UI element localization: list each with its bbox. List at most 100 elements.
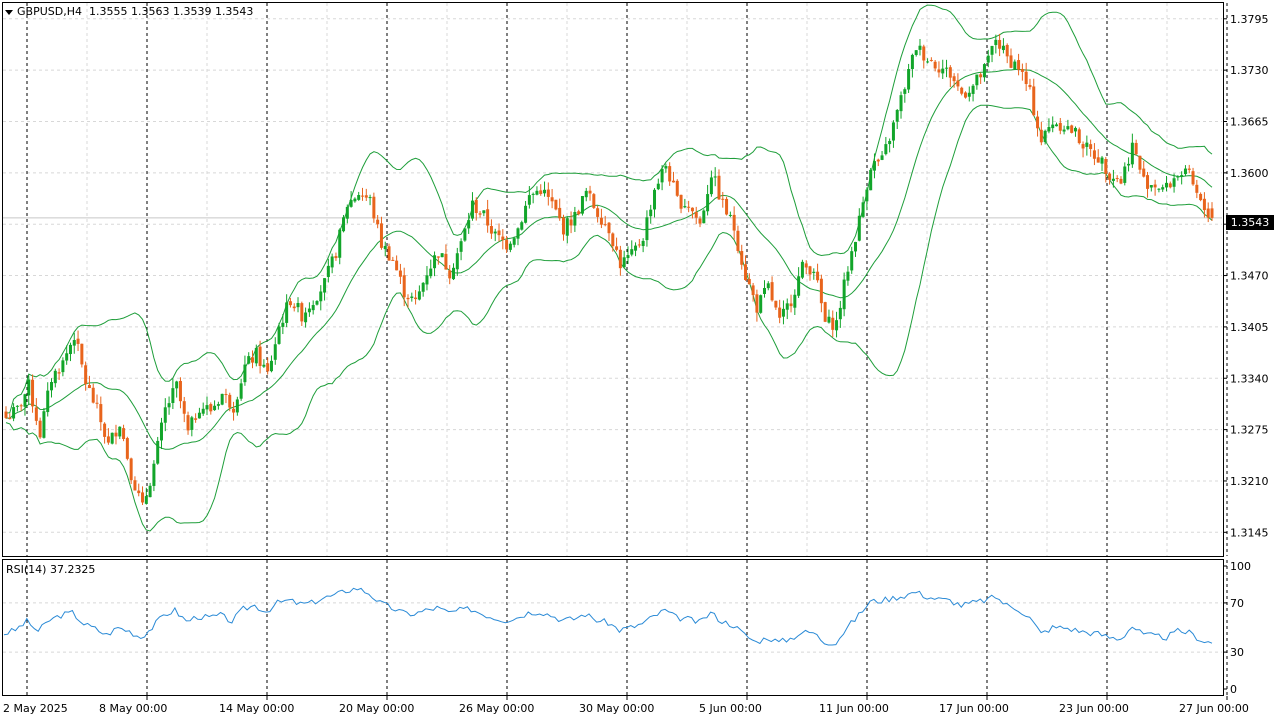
candle-body[interactable] [903,89,907,94]
candle-body[interactable] [603,224,607,226]
candle-body[interactable] [8,418,12,420]
candle-body[interactable] [345,206,349,219]
candle-body[interactable] [952,76,956,82]
candle-body[interactable] [1089,144,1093,150]
candle-body[interactable] [482,210,486,214]
candle-body[interactable] [835,320,839,331]
candle-body[interactable] [1161,187,1165,190]
candle-body[interactable] [1176,176,1180,178]
candle-body[interactable] [486,209,490,226]
candle-body[interactable] [110,432,114,444]
candle-body[interactable] [1058,122,1062,131]
candle-body[interactable] [175,381,179,389]
candle-body[interactable] [1183,168,1187,175]
candle-body[interactable] [395,260,399,271]
candle-body[interactable] [1153,184,1157,188]
candle-body[interactable] [960,87,964,94]
candle-body[interactable] [1206,208,1210,218]
candle-body[interactable] [512,238,516,245]
candle-body[interactable] [740,251,744,265]
candle-body[interactable] [281,322,285,327]
candle-body[interactable] [95,402,99,404]
candle-body[interactable] [1009,55,1013,68]
candle-body[interactable] [1210,208,1214,218]
candle-body[interactable] [994,39,998,46]
candle-body[interactable] [251,357,255,363]
candle-body[interactable] [1100,157,1104,164]
candle-body[interactable] [1073,127,1077,132]
candle-body[interactable] [186,415,190,431]
candle-body[interactable] [831,317,835,330]
candle-body[interactable] [224,394,228,396]
candle-body[interactable] [550,197,554,202]
candle-body[interactable] [307,308,311,313]
candle-body[interactable] [975,74,979,86]
candle-body[interactable] [816,271,820,281]
candle-body[interactable] [797,276,801,296]
candle-body[interactable] [770,282,774,301]
candle-body[interactable] [588,190,592,194]
candle-body[interactable] [304,312,308,323]
candle-body[interactable] [353,198,357,202]
candle-body[interactable] [448,270,452,279]
candle-body[interactable] [918,45,922,50]
candle-body[interactable] [622,257,626,268]
candle-body[interactable] [596,208,600,217]
candle-body[interactable] [167,403,171,408]
candle-body[interactable] [850,251,854,271]
candle-body[interactable] [182,401,186,414]
candle-body[interactable] [114,432,118,437]
candle-body[interactable] [781,308,785,317]
candle-body[interactable] [455,253,459,270]
candle-body[interactable] [436,256,440,258]
candle-body[interactable] [87,384,91,389]
candle-body[interactable] [178,380,182,402]
candle-body[interactable] [296,302,300,308]
candle-body[interactable] [1036,116,1040,129]
candle-body[interactable] [922,46,926,61]
candle-body[interactable] [543,189,547,194]
candle-body[interactable] [1172,178,1176,187]
candle-body[interactable] [156,440,160,464]
candle-body[interactable] [1066,126,1070,130]
candle-body[interactable] [398,270,402,277]
candle-body[interactable] [891,122,895,141]
candle-body[interactable] [649,209,653,217]
candle-body[interactable] [1108,173,1112,180]
candle-body[interactable] [141,492,145,503]
candle-body[interactable] [899,95,903,112]
candle-body[interactable] [338,229,342,258]
candle-body[interactable] [1138,155,1142,170]
candle-body[interactable] [945,67,949,69]
candle-body[interactable] [1127,163,1131,166]
candle-body[interactable] [808,266,812,275]
candle-body[interactable] [65,353,69,361]
candle-body[interactable] [607,222,611,234]
candle-body[interactable] [262,364,266,367]
candle-body[interactable] [417,291,421,300]
candle-body[interactable] [1134,142,1138,155]
candle-body[interactable] [531,193,535,195]
candle-body[interactable] [137,490,141,494]
candle-body[interactable] [645,217,649,241]
candle-body[interactable] [914,50,918,55]
candle-body[interactable] [330,256,334,268]
candle-body[interactable] [888,140,892,145]
candle-body[interactable] [1092,150,1096,159]
candle-body[interactable] [493,231,497,234]
candle-body[interactable] [937,69,941,73]
candle-body[interactable] [478,213,482,215]
candle-body[interactable] [57,372,61,374]
candle-body[interactable] [220,393,224,405]
candle-body[interactable] [577,211,581,215]
candle-body[interactable] [1199,193,1203,201]
candle-body[interactable] [956,80,960,87]
candle-body[interactable] [19,405,23,407]
candle-body[interactable] [269,360,273,372]
candle-body[interactable] [1202,198,1206,211]
candle-body[interactable] [103,423,107,437]
candle-body[interactable] [793,294,797,308]
candle-body[interactable] [444,253,448,270]
candle-body[interactable] [687,206,691,208]
